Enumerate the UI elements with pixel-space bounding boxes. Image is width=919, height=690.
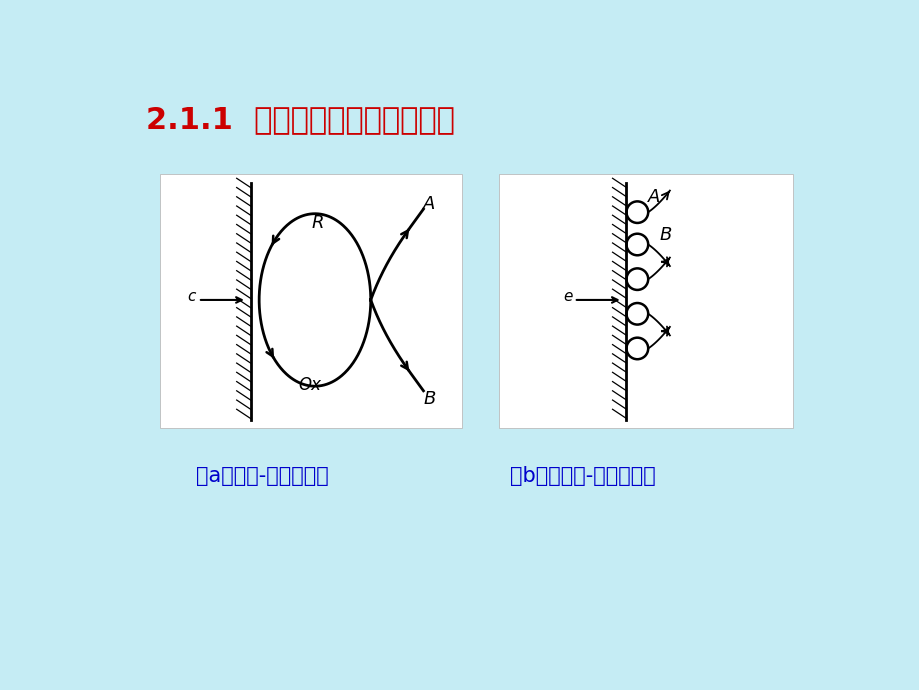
Text: 2.1.1  电傅化的类型及一般原理: 2.1.1 电傅化的类型及一般原理 — [146, 106, 454, 135]
Text: e: e — [562, 289, 572, 304]
Text: A: A — [423, 195, 436, 213]
Text: B: B — [658, 226, 671, 244]
Text: R: R — [311, 214, 323, 232]
Text: Ox: Ox — [298, 375, 321, 393]
Text: （a）氧化-还原电傅化: （a）氧化-还原电傅化 — [196, 466, 329, 486]
Text: B: B — [423, 389, 436, 408]
Bar — [160, 174, 461, 428]
Text: A: A — [648, 188, 660, 206]
Text: （b）非氧化-还原电傅化: （b）非氧化-还原电傅化 — [510, 466, 655, 486]
Bar — [498, 174, 792, 428]
Text: c: c — [187, 289, 195, 304]
